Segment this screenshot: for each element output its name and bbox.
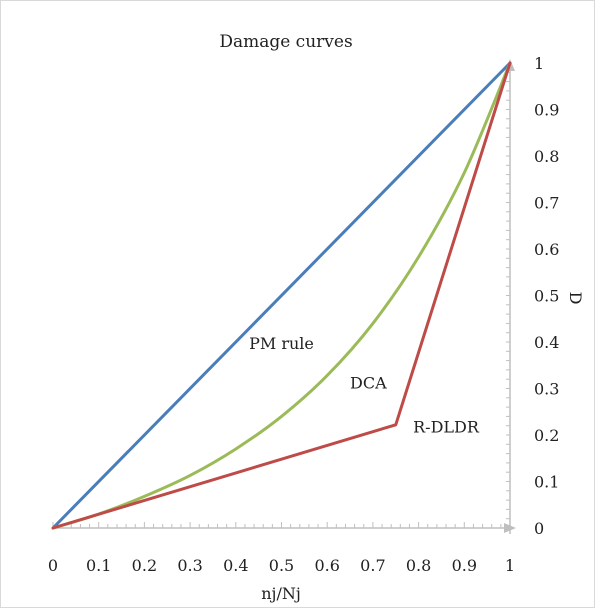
y-tick-label: 0.5 <box>534 287 559 306</box>
x-tick-label: 0.1 <box>86 556 111 575</box>
axes <box>52 59 516 534</box>
curve-label: DCA <box>350 374 387 393</box>
x-axis-title: nj/Nj <box>261 584 301 603</box>
y-tick-label: 0 <box>534 519 544 538</box>
curve-label: PM rule <box>249 334 314 353</box>
y-tick-label: 0.8 <box>534 147 559 166</box>
curve-label: R-DLDR <box>413 418 480 437</box>
y-tick-label: 1 <box>534 54 544 73</box>
x-tick-labels: 0 0.1 0.2 0.3 0.4 0.5 0.6 0.7 0.8 0.9 1 <box>48 556 515 575</box>
y-tick-label: 0.1 <box>534 473 559 492</box>
annotation-layer: PM rule DCA R-DLDR <box>249 334 480 437</box>
y-tick-label: 0.7 <box>534 194 559 213</box>
series-line-dca <box>51 61 512 530</box>
chart-title: Damage curves <box>219 32 352 52</box>
x-tick-label: 0.3 <box>177 556 202 575</box>
y-tick-label: 0.4 <box>534 333 559 352</box>
series-layer <box>51 61 512 530</box>
y-tick-label: 0.3 <box>534 380 559 399</box>
series-line-pm-rule <box>51 61 512 530</box>
x-tick-label: 0.7 <box>360 556 385 575</box>
x-tick-label: 0.5 <box>269 556 294 575</box>
y-tick-label: 0.6 <box>534 240 559 259</box>
y-tick-label: 0.2 <box>534 426 559 445</box>
x-tick-label: 1 <box>505 556 515 575</box>
x-tick-label: 0.2 <box>132 556 157 575</box>
x-tick-label: 0 <box>48 556 58 575</box>
series-line-r-dldr <box>51 61 512 530</box>
x-tick-label: 0.8 <box>406 556 431 575</box>
x-tick-label: 0.6 <box>314 556 339 575</box>
y-tick-label: 0.9 <box>534 101 559 120</box>
y-tick-labels: 0 0.1 0.2 0.3 0.4 0.5 0.6 0.7 0.8 0.9 1 <box>534 54 559 538</box>
x-tick-label: 0.9 <box>452 556 477 575</box>
x-tick-label: 0.4 <box>223 556 248 575</box>
y-axis-title: D <box>566 292 585 305</box>
